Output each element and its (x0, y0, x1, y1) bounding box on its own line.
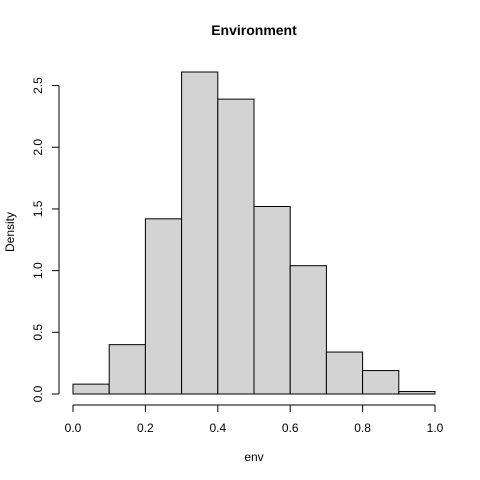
y-axis-label: Density (3, 212, 17, 252)
y-tick-label-2: 1.0 (31, 262, 45, 279)
x-tick-label-2: 0.4 (209, 421, 226, 435)
histogram-bar-5 (253, 205, 291, 395)
x-axis-label: env (244, 450, 263, 464)
x-tick-label-5: 1.0 (427, 421, 444, 435)
histogram-bar-6 (289, 265, 327, 395)
y-tick-label-4: 2.0 (31, 139, 45, 156)
y-tick-label-0: 0.0 (31, 385, 45, 402)
histogram-bar-0 (72, 383, 110, 395)
x-tick-label-3: 0.6 (282, 421, 299, 435)
histogram-bar-9 (398, 391, 436, 395)
chart-title: Environment (211, 22, 297, 38)
histogram-bar-7 (325, 351, 364, 395)
y-axis: 0.0 0.5 1.0 1.5 2.0 2.5 (31, 77, 60, 402)
bars-group (72, 71, 436, 395)
y-tick-label-3: 1.5 (31, 200, 45, 217)
histogram-bar-3 (181, 71, 219, 395)
histogram-bar-8 (362, 370, 400, 395)
x-tick-label-4: 0.8 (354, 421, 371, 435)
x-axis: 0.0 0.2 0.4 0.6 0.8 1.0 (65, 404, 444, 435)
histogram-bar-1 (108, 344, 146, 395)
x-tick-label-1: 0.2 (137, 421, 154, 435)
y-tick-label-1: 0.5 (31, 324, 45, 341)
y-tick-label-5: 2.5 (31, 77, 45, 94)
histogram-bar-4 (217, 98, 255, 395)
histogram-bar-2 (144, 218, 183, 395)
x-tick-label-0: 0.0 (65, 421, 82, 435)
